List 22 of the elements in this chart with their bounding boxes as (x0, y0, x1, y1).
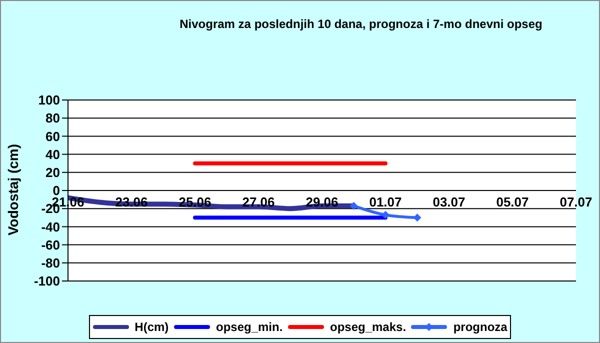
x-tick-label: 01.07 (369, 194, 402, 210)
y-axis-title: Vodostaj (cm) (4, 144, 21, 236)
legend-label: opseg_maks. (330, 320, 406, 334)
legend-label: H(cm) (134, 320, 169, 334)
x-tick-label: 07.07 (560, 194, 592, 210)
y-tick-label: -60 (41, 237, 60, 252)
y-tick-label: 0 (52, 183, 60, 198)
point (350, 202, 358, 210)
x-tick-label: 03.07 (432, 194, 466, 210)
legend-label: prognoza (453, 320, 508, 334)
y-tick-label: -80 (41, 256, 60, 271)
y-tick-label: 20 (46, 165, 60, 180)
y-tick-label: -40 (41, 219, 60, 234)
chart-title: Nivogram za poslednjih 10 dana, prognoza i 7-mo dnevni opseg (178, 17, 544, 31)
y-tick-label: 100 (38, 92, 60, 108)
y-tick-label: 80 (46, 110, 60, 126)
y-tick-label: 40 (46, 146, 60, 162)
point (382, 210, 390, 219)
legend-label: opseg_min. (216, 320, 283, 334)
y-tick-label: -100 (34, 274, 60, 289)
x-tick-label: 05.07 (496, 194, 529, 210)
y-tick-label: 60 (46, 128, 60, 144)
